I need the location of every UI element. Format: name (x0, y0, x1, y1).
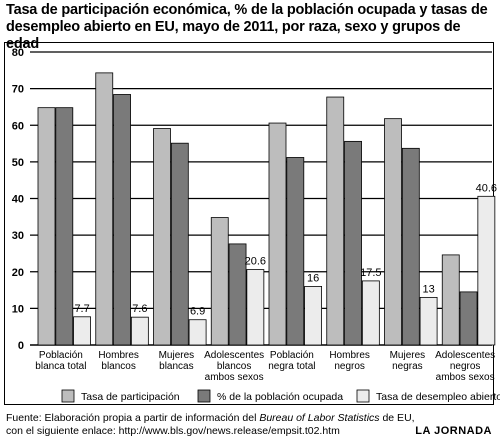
bar (441, 254, 460, 346)
bar (304, 285, 323, 346)
x-tick-label: Adolescentes (435, 350, 495, 361)
x-tick-label: Adolescentes (204, 350, 264, 361)
bar (153, 128, 171, 346)
bar (326, 96, 345, 346)
source-prefix: Fuente: Elaboración propia a partir de i… (6, 412, 260, 424)
legend-swatch (197, 389, 211, 403)
bar (419, 296, 438, 346)
x-tick-label: blancos (217, 361, 251, 372)
bar (188, 319, 207, 346)
brand-logo: LA JORNADA (415, 425, 492, 437)
data-label: 7.6 (132, 303, 147, 315)
x-tick-label: negros (450, 361, 481, 372)
legend-swatch (356, 389, 370, 403)
bar (286, 157, 305, 346)
bar (37, 107, 56, 346)
bar (95, 72, 114, 346)
data-label: 6.9 (190, 306, 205, 318)
legend-label: % de la población ocupada (217, 391, 343, 403)
y-tick-label: 60 (12, 120, 24, 132)
y-tick-label: 40 (12, 194, 24, 206)
data-label: 13 (422, 283, 434, 295)
bar (170, 142, 189, 346)
x-tick-label: negras (392, 361, 423, 372)
x-tick-label: Hombres (329, 350, 370, 361)
chart-title-line-1: Tasa de participación económica, % de la… (6, 2, 488, 18)
data-label: 7.7 (74, 303, 89, 315)
bar (268, 122, 287, 346)
x-tick-label: Hombres (98, 350, 139, 361)
x-tick-label: Población (39, 350, 83, 361)
x-tick-label: negros (334, 361, 365, 372)
data-label: 17.5 (360, 267, 381, 279)
x-tick-label: blancos (101, 361, 135, 372)
data-label: 40.6 (476, 182, 497, 194)
bar (73, 316, 91, 346)
legend-swatch (61, 389, 75, 403)
x-tick-label: blancas (159, 361, 193, 372)
bar (55, 107, 74, 346)
bar (384, 118, 402, 346)
bar (344, 140, 362, 346)
x-tick-label: ambos sexos (205, 372, 264, 383)
bar (210, 217, 229, 346)
bar (246, 269, 265, 346)
chart-title: Tasa de participación económica, % de la… (6, 2, 496, 53)
bar (130, 316, 149, 346)
legend-label: Tasa de participación (81, 391, 180, 403)
bar (228, 243, 247, 346)
source-agency: Bureau of Labor Statistics (259, 412, 380, 424)
y-tick-label: 10 (12, 303, 24, 315)
x-tick-label: Mujeres (390, 350, 426, 361)
source-link[interactable]: con el siguiente enlace: http://www.bls.… (6, 425, 340, 437)
source-note: Fuente: Elaboración propia a partir de i… (6, 412, 496, 438)
bar (113, 94, 131, 346)
bar (361, 280, 380, 346)
x-tick-label: ambos sexos (436, 372, 495, 383)
y-tick-label: 70 (12, 84, 24, 96)
y-tick-label: 20 (12, 267, 24, 279)
bar (401, 147, 420, 346)
y-tick-label: 30 (12, 230, 24, 242)
source-suffix: de EU, (379, 412, 415, 424)
bar (459, 291, 478, 346)
y-tick-label: 50 (12, 157, 24, 169)
chart-title-line-2: desempleo abierto en EU, mayo de 2011, p… (6, 19, 461, 52)
data-label: 16 (307, 272, 319, 284)
y-tick-label: 0 (18, 340, 24, 352)
x-tick-label: Mujeres (159, 350, 195, 361)
x-tick-label: Población (270, 350, 314, 361)
bar (477, 195, 496, 346)
legend-label: Tasa de desempleo abierto (376, 391, 500, 403)
y-tick-label: 80 (12, 47, 24, 59)
data-label: 20.6 (245, 256, 266, 268)
x-tick-label: negra total (268, 361, 315, 372)
x-tick-label: blanca total (35, 361, 86, 372)
